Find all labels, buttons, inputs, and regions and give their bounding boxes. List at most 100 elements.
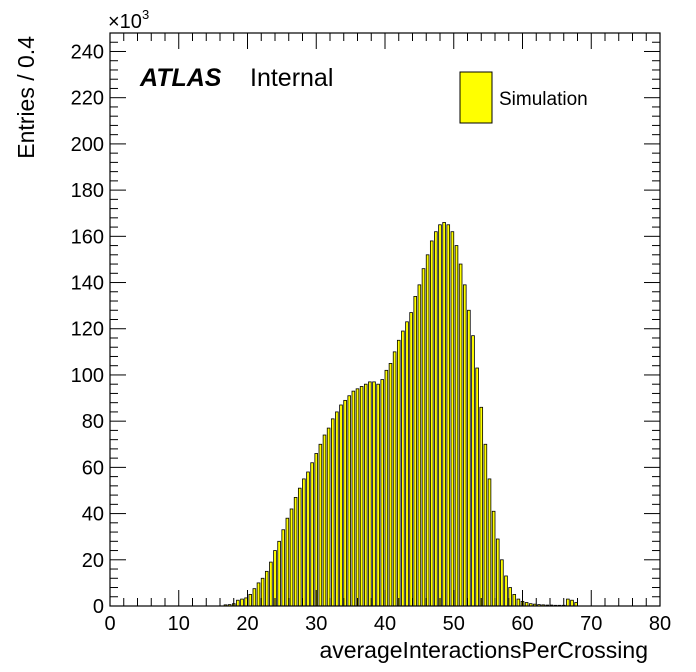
histogram-bar: [487, 478, 492, 607]
x-tick-label: 40: [374, 613, 396, 635]
histogram-bar: [388, 362, 393, 607]
histogram-bar: [326, 427, 331, 607]
histogram-bar: [392, 351, 397, 607]
histogram-bar: [256, 582, 261, 607]
x-tick-label: 0: [104, 613, 115, 635]
y-axis-title: Entries / 0.4: [13, 36, 39, 159]
histogram-bar: [306, 471, 310, 607]
histogram-bar: [380, 379, 385, 607]
histogram-bar: [355, 388, 360, 607]
histogram-bar: [363, 383, 368, 607]
histogram-bar: [409, 312, 413, 607]
internal-label: Internal: [250, 64, 333, 92]
histogram-bar: [368, 381, 372, 607]
histogram-bar: [454, 245, 459, 607]
histogram-bar: [417, 284, 422, 607]
histogram-bar: [359, 386, 364, 607]
histogram-bar: [450, 231, 455, 607]
x-axis-title: averageInteractionsPerCrossing: [319, 637, 648, 663]
histogram-bar: [566, 598, 570, 607]
histogram-bar: [297, 487, 302, 607]
histogram-bar: [570, 599, 574, 607]
histogram-bar: [421, 268, 426, 607]
histogram-bar: [376, 383, 380, 607]
x-tick-label: 60: [511, 613, 533, 635]
histogram-bar: [483, 443, 488, 607]
histogram-bar: [495, 538, 500, 607]
histogram-bar: [401, 330, 405, 607]
y-tick-label: 120: [71, 319, 104, 341]
y-tick-label: 20: [82, 550, 104, 572]
legend-swatch: [459, 71, 493, 124]
y-tick-label: 220: [71, 88, 104, 110]
y-tick-label: 0: [93, 596, 104, 618]
x-tick-label: 70: [580, 613, 602, 635]
histogram-bar: [384, 369, 389, 607]
histogram-bar: [293, 497, 298, 607]
x-tick-label: 50: [443, 613, 465, 635]
histogram-bar: [467, 309, 471, 607]
histogram-bar: [285, 517, 290, 607]
histogram-bar: [438, 224, 442, 607]
histogram-bar: [500, 559, 504, 607]
legend-label-simulation: Simulation: [499, 89, 588, 110]
histogram-bar: [504, 575, 508, 607]
histogram-bar: [434, 231, 438, 607]
y-tick-label: 240: [71, 41, 104, 63]
atlas-label: ATLAS: [139, 64, 222, 92]
histogram-bar: [442, 222, 446, 607]
histogram-bar: [351, 390, 356, 607]
histogram-bar: [347, 395, 352, 607]
histogram-bar: [269, 561, 273, 607]
histogram-bar: [289, 508, 294, 607]
histogram-bar: [248, 594, 253, 607]
histogram-bar: [479, 406, 484, 607]
histogram-bar: [314, 453, 319, 607]
histogram-bar: [425, 254, 430, 607]
y-tick-label: 80: [82, 411, 104, 433]
histogram-bar: [330, 418, 335, 607]
y-tick-label: 200: [71, 134, 104, 156]
histogram-bar: [446, 224, 451, 607]
y-tick-label: 160: [71, 226, 104, 248]
y-tick-label: 140: [71, 273, 104, 295]
histogram-bar: [240, 598, 244, 607]
histogram-bar: [318, 443, 323, 607]
histogram-bar: [429, 240, 434, 607]
y-tick-label: 180: [71, 180, 104, 202]
histogram-bar: [281, 529, 286, 607]
axis-ticks: [109, 32, 661, 607]
histogram-bar: [462, 284, 467, 607]
y-tick-label: 40: [82, 504, 104, 526]
x-tick-label: 80: [649, 613, 671, 635]
histogram-bar: [339, 404, 343, 607]
histogram-bar: [343, 399, 347, 607]
histogram-bar: [277, 540, 281, 607]
histogram-bars: [223, 222, 578, 607]
histogram-bar: [512, 594, 517, 607]
histogram-bar: [335, 411, 339, 607]
y-multiplier-exponent: 3: [142, 7, 149, 22]
histogram-bar: [372, 381, 376, 607]
histogram-bar: [264, 570, 269, 607]
plot-frame: [109, 32, 661, 607]
histogram-bar: [475, 367, 479, 607]
y-multiplier: ×103: [108, 7, 149, 33]
x-tick-label: 30: [305, 613, 327, 635]
y-tick-label: 100: [71, 365, 104, 387]
histogram-bar: [516, 598, 521, 607]
tick-labels: 0 10 20 30 40 50 60 70 80 0 20 40 60 80 100 120 140 160 18…: [71, 41, 672, 635]
histogram-bar: [322, 434, 327, 607]
histogram-bar: [405, 321, 409, 607]
x-tick-label: 10: [168, 613, 190, 635]
histogram-bar: [252, 588, 257, 607]
histogram-bar: [310, 462, 314, 607]
x-tick-label: 20: [236, 613, 258, 635]
histogram-bar: [458, 263, 463, 607]
histogram-bar: [413, 295, 418, 607]
histogram-bar: [302, 478, 306, 607]
histogram-bar: [491, 510, 496, 607]
y-tick-label: 60: [82, 457, 104, 479]
histogram-bar: [236, 599, 240, 607]
